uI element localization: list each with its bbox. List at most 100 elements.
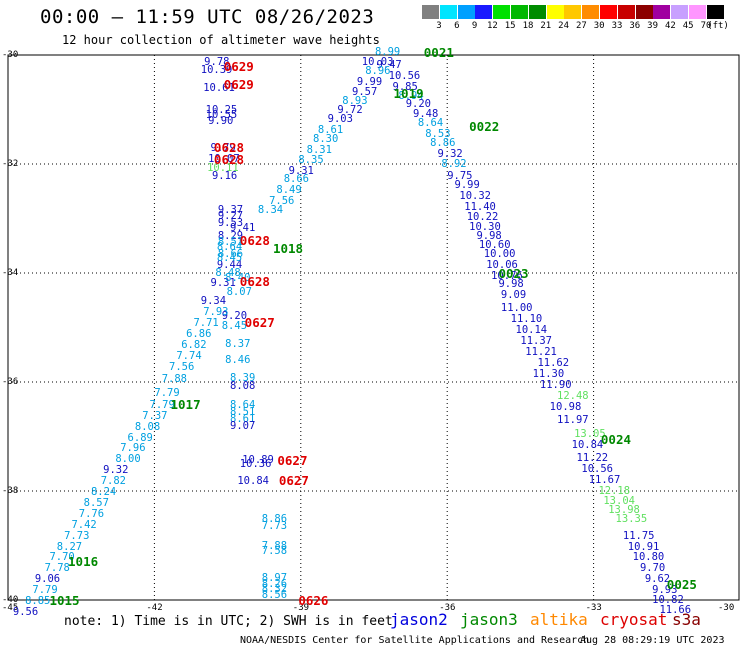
wave-height-value: 13.05 — [574, 427, 606, 440]
wave-height-value: 9.53 — [217, 216, 244, 229]
wave-height-value: 9.32 — [103, 464, 129, 477]
satellite-legend-entry: cryosat — [600, 610, 668, 629]
pass-time-label: 0626 — [298, 593, 329, 608]
wave-height-value: 8.66 — [283, 173, 310, 186]
wave-height-value: 10.80 — [632, 551, 665, 564]
wave-height-value: 13.98 — [608, 504, 640, 517]
wave-height-value: 7.79 — [149, 398, 175, 411]
wave-height-value: 8.92 — [441, 158, 467, 170]
wave-height-value: 10.22 — [466, 211, 499, 224]
wave-height-value: 8.94 — [398, 89, 424, 102]
colorbar-tick-label: 21 — [540, 21, 552, 31]
wave-height-value: 9.98 — [476, 230, 502, 243]
colorbar-unit-label: (ft) — [707, 21, 729, 31]
wave-height-value: 8.53 — [425, 128, 451, 141]
wave-height-value: 7.37 — [142, 409, 168, 422]
colorbar-tick-label: 18 — [522, 21, 534, 31]
wave-height-value: 8.93 — [342, 95, 368, 108]
wave-height-value: 7.79 — [154, 386, 180, 399]
colorbar-tick-label: 6 — [454, 21, 460, 31]
wave-height-value: 13.04 — [603, 494, 635, 507]
pass-time-label: 1015 — [49, 593, 80, 608]
wave-height-value: 9.99 — [454, 178, 480, 191]
wave-height-value: 11.97 — [557, 414, 589, 427]
wave-height-value: 7.56 — [269, 195, 295, 208]
wave-height-value: 9.47 — [376, 58, 402, 71]
wave-height-value: 7.73 — [64, 529, 90, 542]
colorbar-swatch — [635, 5, 653, 19]
wave-height-value: 10.25 — [205, 103, 238, 116]
pass-time-label: 0627 — [244, 315, 275, 331]
wave-height-value: 9.56 — [12, 605, 39, 618]
colorbar-swatch — [617, 5, 635, 19]
wave-height-value: 9.16 — [211, 169, 238, 182]
wave-height-value: 6.82 — [181, 338, 207, 351]
page-title: 00:00 – 11:59 UTC 08/26/2023 — [40, 6, 375, 28]
pass-time-label: 1016 — [68, 553, 99, 569]
wave-height-value: 9.34 — [200, 295, 227, 308]
wave-height-value: 9.06 — [34, 573, 61, 586]
wave-height-value: 8.64 — [216, 241, 243, 254]
wave-height-value: 9.07 — [230, 419, 256, 432]
wave-height-value: 11.90 — [539, 378, 572, 391]
wave-height-value: 10.82 — [652, 594, 684, 606]
colorbar-tick-label: 27 — [575, 21, 587, 31]
wave-height-value: 8.85 — [25, 595, 51, 608]
wave-height-value: 10.07 — [208, 152, 240, 165]
colorbar-tick-label: 70 — [700, 21, 712, 31]
pass-time-label: 0022 — [469, 118, 500, 134]
wave-height-value: 9.41 — [230, 222, 256, 235]
pass-time-label: 0628 — [213, 151, 245, 167]
wave-height-value: 9.32 — [437, 148, 463, 161]
pass-time-label: 0025 — [666, 576, 697, 592]
wave-height-value: 12.18 — [598, 485, 631, 497]
wave-height-value: 7.78 — [44, 562, 70, 575]
colorbar-swatch — [422, 5, 439, 19]
wave-height-value: 10.00 — [483, 247, 516, 260]
wave-height-value: 9.62 — [644, 573, 671, 586]
wave-height-value: 8.97 — [261, 572, 288, 585]
longitude-tick-label: -33 — [585, 603, 602, 613]
longitude-tick-label: -45 — [2, 603, 19, 613]
pass-time-label: 0628 — [239, 233, 270, 249]
wave-height-value: 9.79 — [210, 141, 236, 154]
wave-height-value: 8.39 — [230, 372, 256, 385]
credit-text: NOAA/NESDIS Center for Satellite Applica… — [240, 635, 590, 646]
wave-height-value: 9.72 — [337, 103, 363, 116]
wave-height-value: 7.76 — [78, 507, 105, 520]
pass-time-label: 0021 — [423, 45, 454, 61]
wave-height-value: 8.08 — [134, 420, 161, 433]
wave-height-value: 7.70 — [49, 551, 75, 564]
wave-height-value: 7.96 — [120, 442, 146, 455]
wave-height-value: 10.60 — [478, 238, 511, 251]
wave-height-value: 10.03 — [361, 55, 394, 68]
note-text: note: 1) Time is in UTC; 2) SWH is in fe… — [64, 614, 393, 629]
latitude-tick-label: -40 — [2, 595, 19, 605]
generated-timestamp: Aug 28 08:29:19 UTC 2023 — [580, 635, 725, 646]
wave-height-value: 7.82 — [100, 475, 127, 488]
wave-height-value: 9.37 — [217, 204, 244, 217]
wave-height-value: 10.76 — [491, 269, 523, 282]
wave-height-value: 8.48 — [215, 267, 241, 279]
wave-height-value: 8.29 — [217, 230, 244, 243]
wave-height-value: 8.27 — [56, 540, 83, 553]
wave-height-value: 7.74 — [176, 349, 202, 362]
wave-height-value: 10.32 — [459, 189, 491, 202]
wave-height-value: 7.93 — [203, 306, 229, 319]
latitude-tick-label: -38 — [2, 486, 19, 496]
wave-height-value: 10.36 — [239, 457, 272, 470]
longitude-tick-label: -42 — [146, 603, 163, 613]
wave-height-value: 11.75 — [622, 529, 655, 542]
wave-height-value: 8.46 — [225, 354, 251, 367]
wave-height-value: 6.86 — [186, 328, 212, 341]
colorbar-tick-label: 24 — [558, 21, 570, 31]
wave-height-value: 8.57 — [83, 496, 109, 509]
wave-height-value: 9.31 — [288, 164, 314, 177]
pass-time-label: 0627 — [277, 452, 308, 468]
wave-height-value: 10.11 — [207, 161, 239, 174]
wave-height-value: 8.99 — [374, 46, 401, 59]
colorbar-swatch — [706, 5, 724, 19]
wave-height-value: 8.37 — [225, 337, 251, 350]
page-subtitle: 12 hour collection of altimeter wave hei… — [62, 33, 380, 47]
wave-height-value: 7.42 — [71, 518, 97, 531]
